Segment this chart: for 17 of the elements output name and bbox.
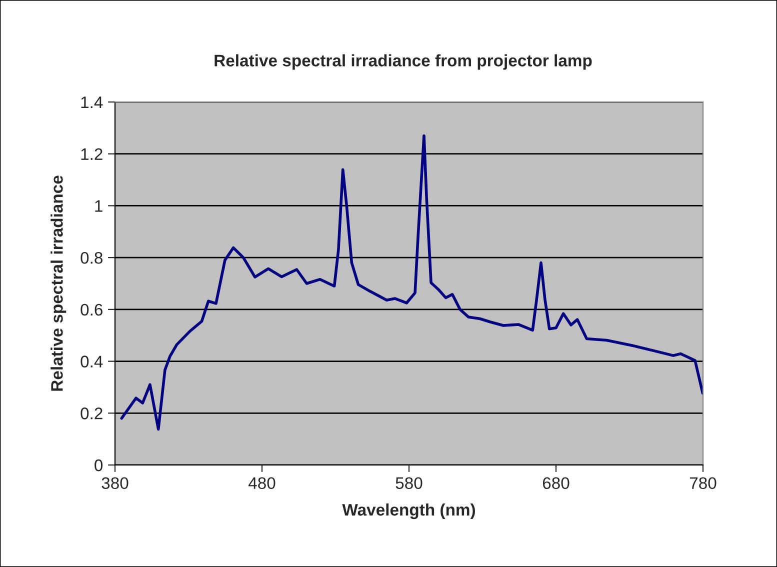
y-axis-title: Relative spectral irradiance xyxy=(50,176,66,391)
y-tick-label: 1 xyxy=(95,200,102,212)
y-tick-label: 1.4 xyxy=(81,96,103,108)
y-tick-label: 0.2 xyxy=(80,408,102,420)
x-tick-label: 780 xyxy=(690,477,716,490)
y-tick-label: 0.8 xyxy=(80,252,102,264)
y-tick-label: 0.4 xyxy=(80,356,103,368)
x-tick-label: 680 xyxy=(542,477,570,490)
x-tick-label: 380 xyxy=(102,477,128,490)
chart-title: Relative spectral irradiance from projector lamp xyxy=(214,54,592,70)
y-tick-label: 0.6 xyxy=(80,304,102,316)
line-series xyxy=(120,134,703,431)
y-tick-label: 1.2 xyxy=(81,148,102,160)
x-tick-label: 480 xyxy=(248,477,276,490)
x-axis-title: Wavelength (nm) xyxy=(342,503,475,520)
x-tick-label: 580 xyxy=(396,477,422,490)
y-tick-label: 0 xyxy=(94,459,103,472)
